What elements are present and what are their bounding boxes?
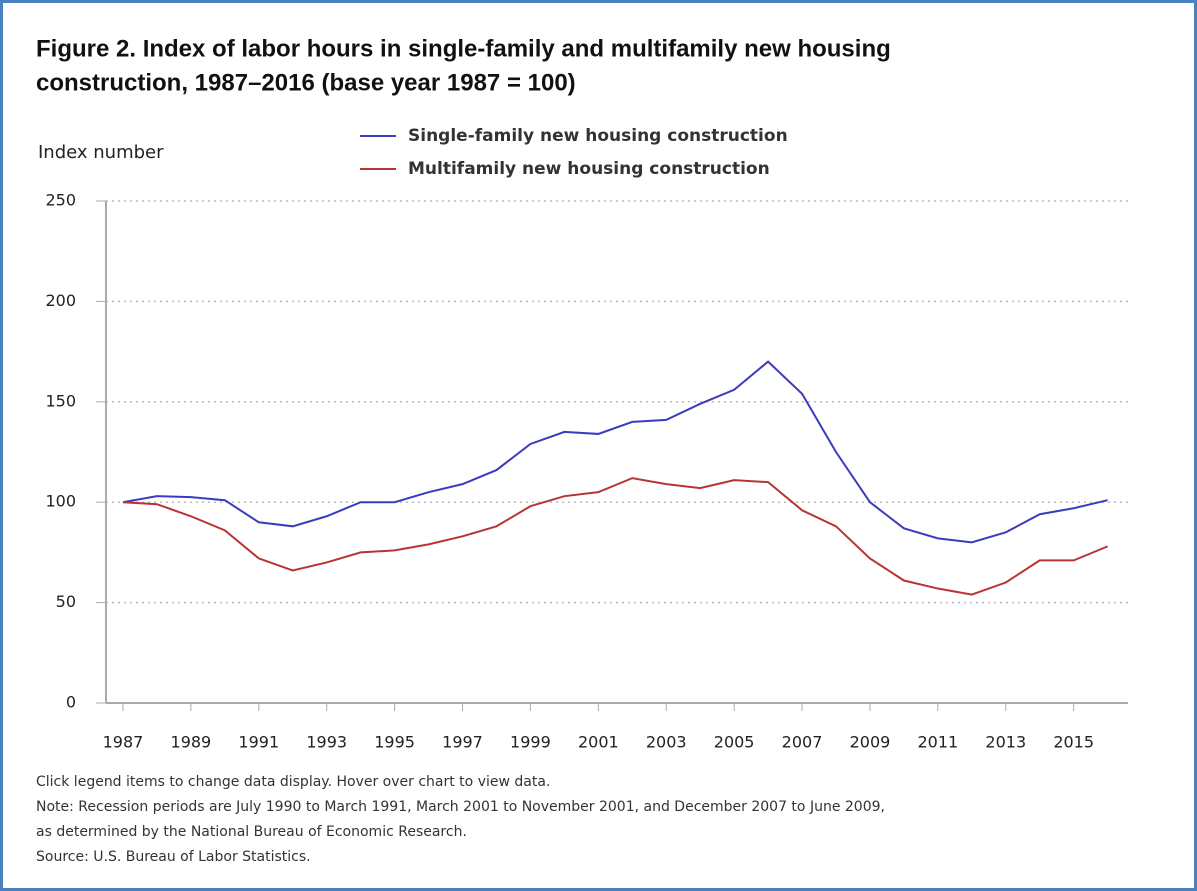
y-tick-label: 50 [56, 592, 76, 611]
chart-title: Figure 2. Index of labor hours in single… [36, 35, 891, 62]
x-tick-label: 2003 [646, 733, 687, 752]
x-tick-label: 2015 [1053, 733, 1094, 752]
y-tick-label: 200 [45, 291, 76, 310]
y-tick-label: 100 [45, 492, 76, 511]
series-line [122, 360, 1108, 544]
y-tick-label: 150 [45, 391, 76, 410]
legend-label[interactable]: Multifamily new housing construction [408, 159, 770, 179]
x-tick-label: 2001 [578, 733, 619, 752]
y-axis-label: Index number [38, 142, 164, 163]
y-tick-label: 0 [66, 693, 76, 712]
note: Note: Recession periods are July 1990 to… [36, 799, 885, 815]
x-tick-label: 1991 [238, 733, 279, 752]
note: Source: U.S. Bureau of Labor Statistics. [36, 849, 311, 865]
x-tick-label: 1989 [171, 733, 212, 752]
x-tick-label: 2007 [782, 733, 823, 752]
x-tick-label: 2009 [850, 733, 891, 752]
x-tick-label: 1997 [442, 733, 483, 752]
x-tick-label: 1987 [103, 733, 144, 752]
x-tick-label: 1993 [306, 733, 347, 752]
x-tick-label: 2005 [714, 733, 755, 752]
x-tick-label: 1995 [374, 733, 415, 752]
note: as determined by the National Bureau of … [36, 824, 467, 840]
x-tick-label: 2011 [918, 733, 959, 752]
legend-label[interactable]: Single-family new housing construction [408, 126, 788, 146]
x-tick-label: 1999 [510, 733, 551, 752]
note: Click legend items to change data displa… [36, 774, 550, 790]
series-line [122, 477, 1109, 596]
x-tick-label: 2013 [985, 733, 1026, 752]
chart-title: construction, 1987–2016 (base year 1987 … [36, 69, 576, 96]
y-tick-label: 250 [45, 191, 76, 210]
